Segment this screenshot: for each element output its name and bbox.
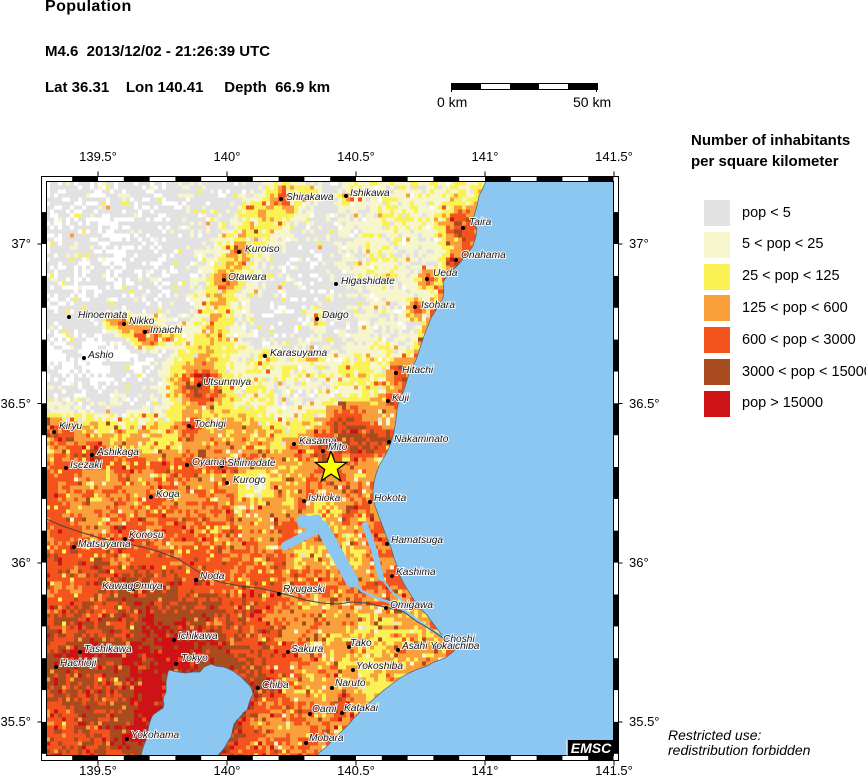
svg-text:Ishioka: Ishioka <box>308 493 341 504</box>
svg-text:Ashio: Ashio <box>87 350 114 361</box>
svg-text:Imaichi: Imaichi <box>150 325 183 336</box>
svg-text:Hokota: Hokota <box>374 493 407 504</box>
svg-text:Mito: Mito <box>328 442 348 453</box>
svg-text:Nikko: Nikko <box>129 316 155 327</box>
svg-text:Hachioji: Hachioji <box>60 658 97 669</box>
svg-text:Koga: Koga <box>156 489 180 500</box>
svg-text:Shimodate: Shimodate <box>227 458 276 469</box>
svg-text:Isohara: Isohara <box>421 300 455 311</box>
svg-text:Hitachi: Hitachi <box>402 365 434 376</box>
svg-text:Yokohama: Yokohama <box>131 730 179 741</box>
svg-text:KawagOmiya: KawagOmiya <box>102 581 163 592</box>
svg-text:Noda: Noda <box>200 571 225 582</box>
svg-text:Karasuyama: Karasuyama <box>270 348 328 359</box>
svg-text:Oyama: Oyama <box>192 457 225 468</box>
svg-text:Taira: Taira <box>469 217 492 228</box>
svg-text:Choshi: Choshi <box>443 634 475 645</box>
svg-text:Yokoshiba: Yokoshiba <box>356 661 403 672</box>
svg-text:Shirakawa: Shirakawa <box>286 192 334 203</box>
svg-text:Ueda: Ueda <box>433 268 458 279</box>
svg-text:Asahi Yokaichiba: Asahi Yokaichiba <box>401 641 480 652</box>
svg-text:Kurogo: Kurogo <box>233 475 266 486</box>
svg-text:Higashidate: Higashidate <box>341 276 395 287</box>
svg-text:Kuroiso: Kuroiso <box>245 244 280 255</box>
svg-text:Hinoemata: Hinoemata <box>78 310 128 321</box>
svg-text:Matsuyama: Matsuyama <box>78 539 131 550</box>
svg-text:Ashikaga: Ashikaga <box>96 447 139 458</box>
svg-text:Sakura: Sakura <box>291 644 324 655</box>
svg-text:EMSC: EMSC <box>571 740 612 756</box>
svg-text:Kuji: Kuji <box>392 393 410 404</box>
svg-text:Daigo: Daigo <box>322 310 349 321</box>
svg-text:Kashima: Kashima <box>396 567 436 578</box>
svg-text:Nakaminato: Nakaminato <box>394 434 449 445</box>
svg-text:Ryugaski: Ryugaski <box>283 584 326 595</box>
svg-text:Tashikawa: Tashikawa <box>84 644 132 655</box>
svg-text:Katakai: Katakai <box>344 703 379 714</box>
svg-text:Omigawa: Omigawa <box>390 600 433 611</box>
svg-text:Tokyo: Tokyo <box>181 653 208 664</box>
svg-text:Kiryu: Kiryu <box>59 421 83 432</box>
svg-text:Mobara: Mobara <box>309 733 344 744</box>
svg-text:Utsunmiya: Utsunmiya <box>203 377 251 388</box>
svg-text:Naruto: Naruto <box>335 678 366 689</box>
svg-text:Oami: Oami <box>312 704 337 715</box>
svg-text:Tako: Tako <box>350 638 372 649</box>
svg-text:Tochigi: Tochigi <box>194 419 227 430</box>
svg-text:Chiba: Chiba <box>262 680 289 691</box>
svg-text:Otawara: Otawara <box>228 272 267 283</box>
svg-text:Ichikawa: Ichikawa <box>178 631 218 642</box>
svg-text:Hamatsuga: Hamatsuga <box>391 535 443 546</box>
svg-text:Ishikawa: Ishikawa <box>350 188 390 199</box>
svg-text:Isezaki: Isezaki <box>70 460 102 471</box>
svg-text:Kasama: Kasama <box>299 436 337 447</box>
svg-text:Onahama: Onahama <box>461 250 506 261</box>
svg-text:Konosu: Konosu <box>129 530 164 541</box>
